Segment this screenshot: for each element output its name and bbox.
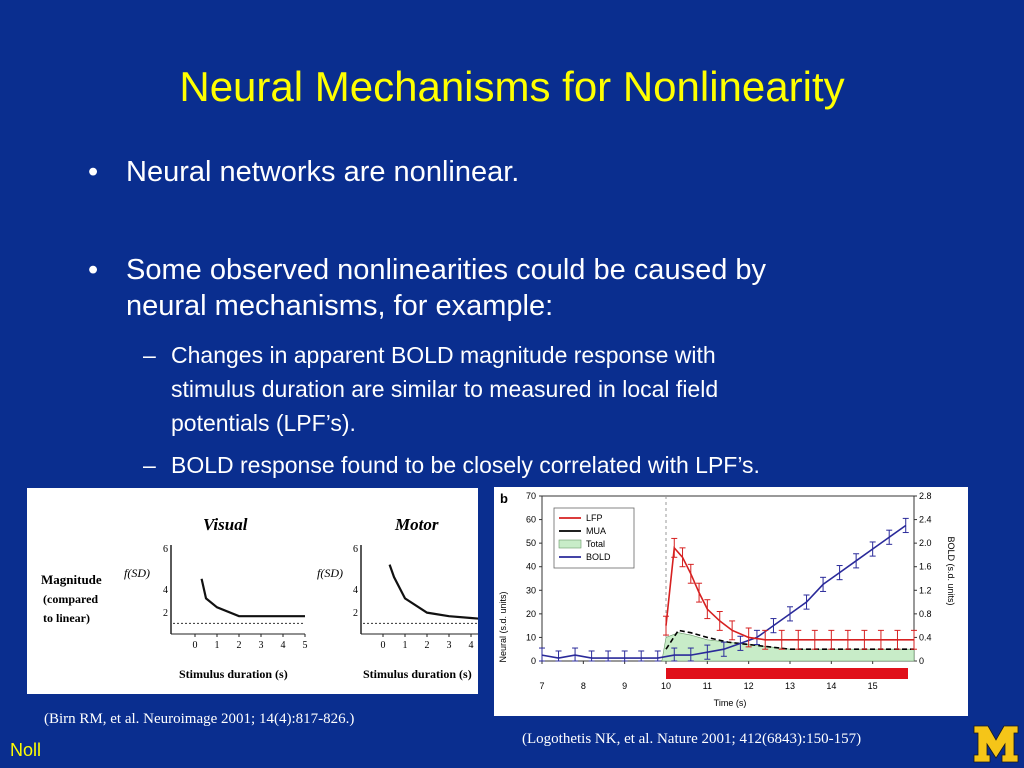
sub-bullet-line: stimulus duration are similar to measure… — [171, 376, 719, 402]
y-tick-label-left: 40 — [526, 562, 536, 572]
sub-bullet-line: potentials (LPF’s). — [171, 410, 356, 436]
y-tick-label-right: 0 — [919, 656, 924, 666]
x-tick-label: 14 — [826, 681, 836, 691]
panel-title: Visual — [203, 515, 248, 534]
y-tick-label-right: 0.4 — [919, 632, 932, 642]
y-tick-label: 4 — [163, 585, 168, 596]
x-tick-label: 9 — [622, 681, 627, 691]
x-tick-label: 1 — [403, 640, 408, 651]
y-tick-label-left: 10 — [526, 632, 536, 642]
x-tick-label: 11 — [703, 681, 712, 691]
y-tick-label: 6 — [353, 544, 358, 555]
y-tick-label-right: 2.0 — [919, 538, 932, 548]
citation-birn: (Birn RM, et al. Neuroimage 2001; 14(4):… — [44, 711, 355, 727]
logothetis-figure: b Neural (s.d. units) BOLD (s.d. units) … — [494, 487, 968, 716]
legend-label: LFP — [586, 513, 603, 523]
y-tick-label-left: 30 — [526, 585, 536, 595]
sub-bullet-line: Changes in apparent BOLD magnitude respo… — [171, 342, 716, 368]
motor-panel: Motor f(SD) 6 4 2 Stimulus duration (s) … — [317, 515, 496, 681]
legend-label: Total — [586, 539, 605, 549]
bullet-glyph: • — [88, 156, 99, 188]
x-tick-label: 1 — [215, 640, 220, 651]
series-line-lfp — [665, 545, 914, 641]
sub-bullet-line: BOLD response found to be closely correl… — [171, 452, 760, 478]
y-tick-label: 4 — [353, 585, 358, 596]
x-tick-label: 8 — [581, 681, 586, 691]
y-tick-label: 6 — [163, 544, 168, 555]
y-tick-label: 2 — [353, 608, 358, 619]
sub-bullet-item: – BOLD response found to be closely corr… — [143, 448, 760, 482]
sub-bullet-item: – Changes in apparent BOLD magnitude res… — [143, 338, 719, 440]
y-tick-label-left: 0 — [531, 656, 536, 666]
y-axis-label-right: BOLD (s.d. units) — [946, 536, 956, 605]
y-axis-label-left: Neural (s.d. units) — [498, 591, 508, 662]
series-area-total — [661, 632, 915, 662]
legend-label: MUA — [586, 526, 606, 536]
x-axis-label: Time (s) — [714, 698, 747, 708]
ylabel-line: to linear) — [43, 611, 90, 625]
x-tick-label: 15 — [868, 681, 878, 691]
x-tick-label: 4 — [469, 640, 474, 651]
y-tick-label-right: 0.8 — [919, 609, 932, 619]
x-axis-label: Stimulus duration (s) — [363, 667, 472, 681]
x-tick-label: 3 — [447, 640, 452, 651]
logothetis-figure-svg: b Neural (s.d. units) BOLD (s.d. units) … — [498, 491, 956, 708]
legend-swatch — [558, 539, 582, 549]
x-tick-label: 0 — [193, 640, 198, 651]
footer-author: Noll — [10, 740, 42, 760]
x-tick-label: 0 — [381, 640, 386, 651]
y-tick-label-right: 1.6 — [919, 562, 932, 572]
function-label: f(SD) — [317, 566, 343, 580]
x-tick-label: 10 — [661, 681, 671, 691]
dash-glyph: – — [143, 452, 156, 478]
ylabel-line: (compared — [43, 592, 98, 606]
panel-title: Motor — [394, 515, 439, 534]
x-tick-label: 13 — [785, 681, 795, 691]
y-tick-label-left: 60 — [526, 515, 536, 525]
y-tick-label-right: 1.2 — [919, 585, 932, 595]
x-axis-label: Stimulus duration (s) — [179, 667, 288, 681]
visual-panel: Visual f(SD) 6 4 2 Stimulus duration (s)… — [124, 515, 308, 681]
y-tick-label-left: 20 — [526, 609, 536, 619]
x-tick-label: 4 — [281, 640, 286, 651]
legend-label: BOLD — [586, 552, 611, 562]
y-tick-label-right: 2.4 — [919, 515, 932, 525]
bullet-text-line: neural mechanisms, for example: — [126, 290, 554, 322]
dash-glyph: – — [143, 342, 156, 368]
bullet-text-line: Some observed nonlinearities could be ca… — [126, 254, 767, 286]
x-tick-label: 3 — [259, 640, 264, 651]
stimulus-bar — [666, 668, 908, 679]
series-line — [388, 564, 494, 621]
function-label: f(SD) — [124, 566, 150, 580]
x-tick-label: 2 — [237, 640, 242, 651]
bullet-glyph: • — [88, 254, 99, 286]
birn-figure: Magnitude (compared to linear) Visual f(… — [27, 488, 496, 694]
birn-figure-svg: Magnitude (compared to linear) Visual f(… — [41, 515, 496, 681]
panel-label: b — [500, 491, 508, 506]
citation-logothetis: (Logothetis NK, et al. Nature 2001; 412(… — [522, 731, 862, 747]
y-tick-label-left: 50 — [526, 538, 536, 548]
x-tick-label: 7 — [539, 681, 544, 691]
series-line — [200, 578, 305, 618]
block-m-logo — [973, 725, 1019, 763]
x-tick-label: 2 — [425, 640, 430, 651]
bullet-item: • Some observed nonlinearities could be … — [88, 252, 767, 324]
x-tick-label: 12 — [744, 681, 754, 691]
ylabel-line: Magnitude — [41, 572, 102, 587]
slide-title: Neural Mechanisms for Nonlinearity — [179, 63, 845, 110]
y-tick-label: 2 — [163, 608, 168, 619]
bullet-item: • Neural networks are nonlinear. — [88, 154, 520, 190]
y-tick-label-right: 2.8 — [919, 491, 932, 501]
bullet-text: Neural networks are nonlinear. — [126, 156, 520, 188]
x-tick-label: 5 — [303, 640, 308, 651]
y-tick-label-left: 70 — [526, 491, 536, 501]
legend-box — [553, 507, 635, 569]
